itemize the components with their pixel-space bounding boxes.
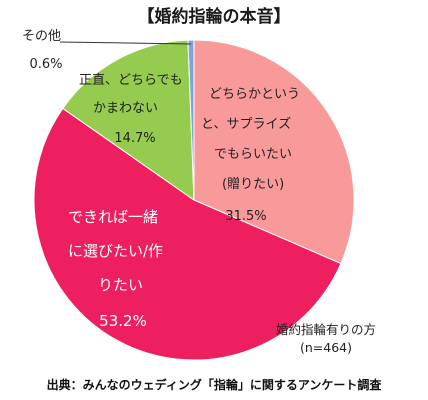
leader-line-other	[59, 41, 192, 45]
slice-1-label-line-0: できれば一緒	[68, 208, 158, 226]
slice-2-label-line-1: かまわない	[93, 101, 158, 116]
slice-0-label-line-0: どちらかという	[209, 87, 300, 102]
slice-0-label-line-3: (贈りたい)	[222, 176, 284, 192]
base-note-line-2: (n=464)	[300, 340, 352, 355]
slice-0-value-label: 31.5%	[225, 209, 266, 224]
slice-0-label-line-2: でもらいたい	[214, 147, 292, 162]
pie-slice-0	[193, 39, 355, 265]
base-note-line-1: 婚約指輪有りの方	[276, 322, 376, 337]
slice-2-label-line-0: 正直、どちらでも	[79, 73, 183, 88]
pie-slice-2	[62, 39, 195, 201]
slice-2-value-label: 14.7%	[114, 131, 155, 146]
pie-slice-1	[33, 107, 342, 361]
slice-3-value-label: 0.6%	[29, 57, 62, 72]
slice-0-label-line-1: と、サプライズ	[201, 116, 291, 132]
slice-1-value-label: 53.2%	[99, 312, 147, 330]
pie-slice-3	[187, 39, 195, 201]
slice-1-label-line-1: に選びたい/作	[68, 242, 163, 260]
slice-3-label: その他	[22, 29, 61, 44]
slice-1-label-line-2: りたい	[98, 276, 143, 294]
chart-title: 【婚約指輪の本音】	[138, 6, 291, 27]
source-caption: 出典：みんなのウェディング「指輪」に関するアンケート調査	[47, 377, 383, 392]
